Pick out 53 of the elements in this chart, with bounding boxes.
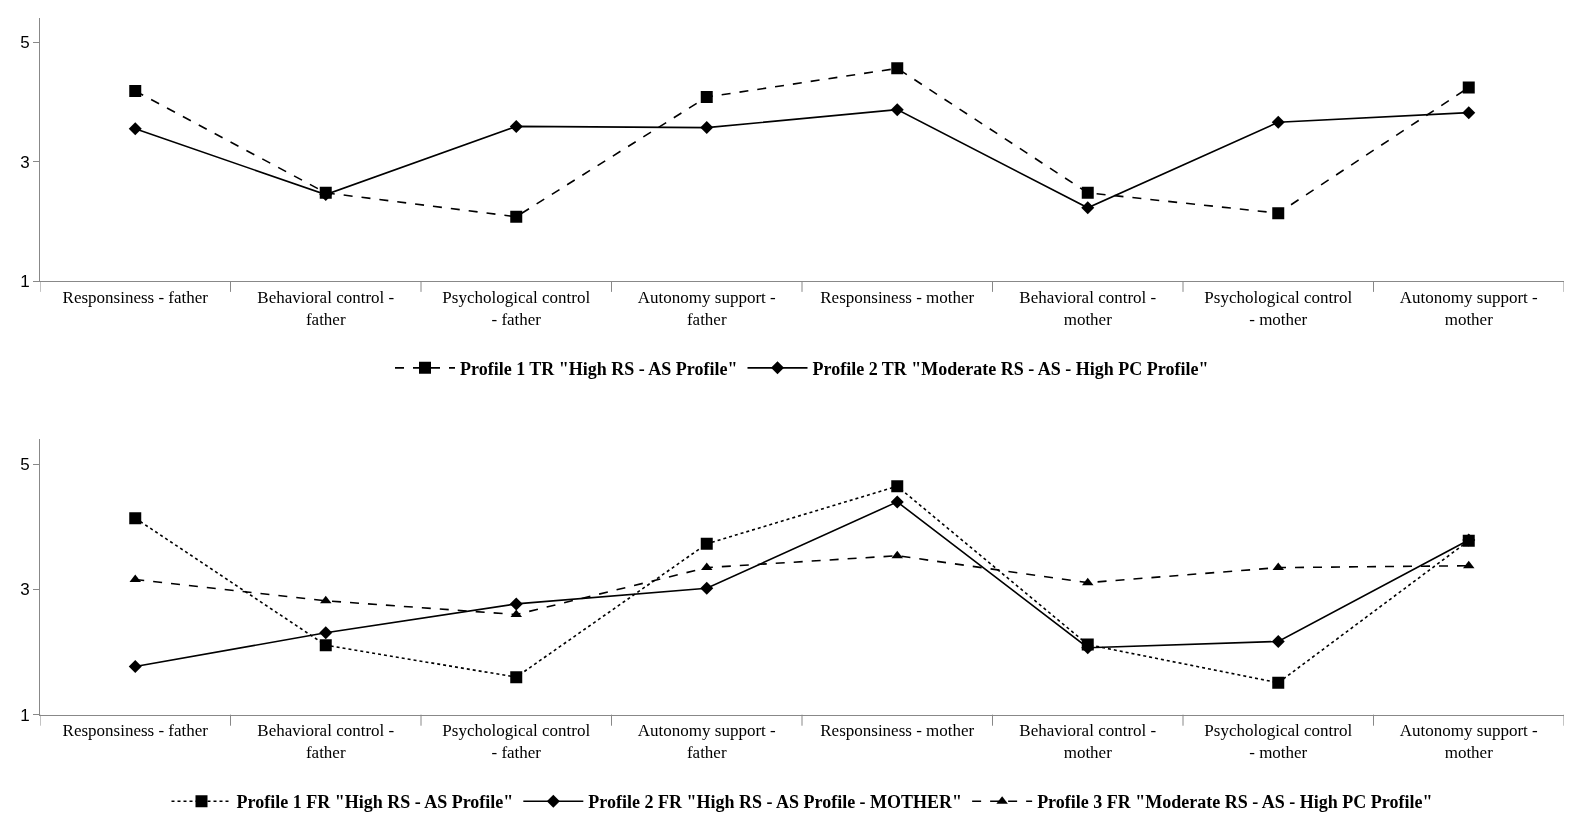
point <box>1271 115 1285 129</box>
point <box>891 62 904 75</box>
y-tick-label: 3 <box>20 152 30 172</box>
x-tick-label: Psychological control - mother <box>1204 721 1353 763</box>
point <box>129 512 142 525</box>
point <box>129 85 142 98</box>
legend-label: Profile 2 FR "High RS - AS Profile - MOTHER" <box>588 792 963 813</box>
x-tick-label: Responsiness - mother <box>820 721 975 741</box>
point <box>128 660 142 674</box>
point <box>1272 676 1285 689</box>
point <box>509 119 523 133</box>
x-tick-label: Autonomy support - mother <box>1399 287 1539 329</box>
point <box>1081 186 1094 199</box>
legend-label: Profile 1 FR "High RS - AS Profile" <box>236 792 514 813</box>
x-tick-label: Responsiness - mother <box>820 287 975 307</box>
y-tick-label: 1 <box>20 272 30 292</box>
point <box>700 91 713 104</box>
point <box>1081 201 1095 215</box>
legend-label: Profile 3 FR "Moderate RS - AS - High PC Profile" <box>1037 792 1433 813</box>
x-tick-label: Responsiness - father <box>62 287 209 307</box>
x-tick-label: Responsiness - father <box>62 721 209 741</box>
point <box>891 480 904 493</box>
point <box>1271 634 1285 648</box>
x-tick-label: Psychological control - father <box>442 287 591 329</box>
x-tick-label: Autonomy support - father <box>637 287 777 329</box>
y-tick-label: 3 <box>20 580 30 600</box>
point <box>319 639 332 652</box>
point <box>1462 81 1475 94</box>
legend-label: Profile 2 TR "Moderate RS - AS - High PC Profile" <box>812 358 1209 379</box>
point <box>1272 207 1285 220</box>
y-tick-label: 1 <box>20 705 30 725</box>
point <box>509 597 523 611</box>
x-tick-label: Autonomy support - mother <box>1399 721 1539 763</box>
x-tick-label: Autonomy support - father <box>637 721 777 763</box>
point <box>510 210 523 223</box>
point <box>128 122 142 136</box>
point <box>890 103 904 117</box>
x-tick-label: Behavioral control - mother <box>1019 721 1157 763</box>
x-tick-label: Psychological control - father <box>442 721 591 763</box>
x-tick-label: Behavioral control - father <box>257 287 395 329</box>
point <box>700 581 714 595</box>
x-tick-label: Behavioral control - father <box>257 721 395 763</box>
y-tick-label: 5 <box>20 455 30 475</box>
point <box>319 626 333 640</box>
x-tick-label: Behavioral control - mother <box>1019 287 1157 329</box>
x-tick-label: Psychological control - mother <box>1204 287 1353 329</box>
point <box>1462 106 1476 120</box>
legend-label: Profile 1 TR "High RS - AS Profile" <box>460 358 738 379</box>
point <box>700 121 714 135</box>
point <box>510 671 523 684</box>
point <box>700 537 713 550</box>
y-tick-label: 5 <box>20 32 30 52</box>
point <box>890 495 904 509</box>
